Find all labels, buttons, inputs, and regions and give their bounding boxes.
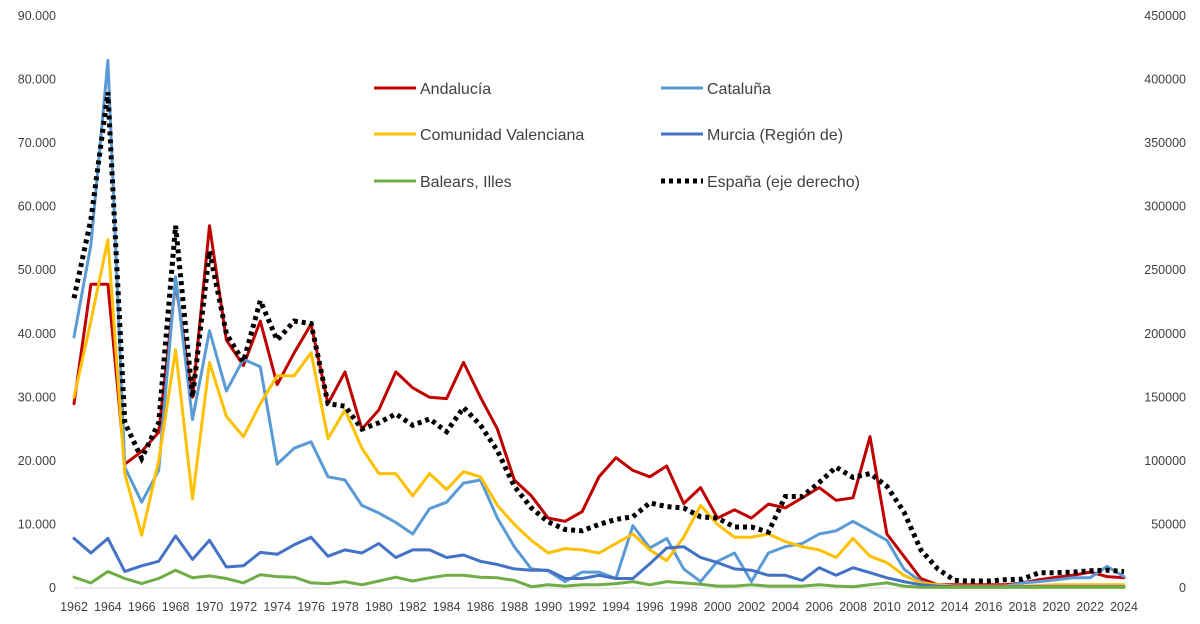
y-right-tick-label: 350000: [1144, 136, 1186, 150]
series-line-5: [71, 91, 1125, 584]
y-left-tick-label: 70.000: [18, 136, 56, 150]
y-right-tick-label: 300000: [1144, 200, 1186, 214]
y-right-tick-label: 150000: [1144, 390, 1186, 404]
x-axis: 1962 1964 1966 1968 1970 1972 1974 1976 1978 1980…: [60, 587, 1138, 614]
y-right-tick-label: 50000: [1151, 517, 1186, 531]
x-tick-label: 2016: [975, 600, 1003, 614]
y-left-tick-label: 60.000: [18, 200, 56, 214]
series-lines: [71, 59, 1126, 589]
y-left-tick-label: 40.000: [18, 327, 56, 341]
x-tick-label: 1998: [670, 600, 698, 614]
y-left-tick-label: 20.000: [18, 454, 56, 468]
series-line-1: [72, 59, 1126, 588]
legend-label: Comunidad Valenciana: [420, 127, 584, 144]
series-line-0: [72, 224, 1126, 587]
x-tick-label: 1994: [602, 600, 630, 614]
y-right-tick-label: 250000: [1144, 263, 1186, 277]
legend-label: España (eje derecho): [707, 174, 860, 191]
x-tick-label: 2024: [1110, 600, 1138, 614]
x-tick-label: 1974: [263, 600, 291, 614]
x-tick-label: 1988: [500, 600, 528, 614]
y-axis-right: 0 50000 100000 150000 200000 250000 300000 3500…: [1144, 9, 1186, 595]
series-line-4: [72, 568, 1126, 589]
y-left-tick-label: 30.000: [18, 390, 56, 404]
x-tick-label: 1982: [399, 600, 427, 614]
y-right-tick-label: 450000: [1144, 9, 1186, 23]
x-tick-label: 2020: [1042, 600, 1070, 614]
x-tick-label: 2006: [805, 600, 833, 614]
legend-label: Balears, Illes: [420, 174, 512, 191]
legend-label: Murcia (Región de): [707, 127, 843, 144]
y-axis-left: 0 10.000 20.000 30.000 40.000 50.000 60.000 70.…: [18, 9, 56, 595]
x-tick-label: 2012: [907, 600, 935, 614]
x-tick-label: 1966: [128, 600, 156, 614]
x-tick-label: 1996: [636, 600, 664, 614]
x-tick-label: 1968: [162, 600, 190, 614]
legend-label: Cataluña: [707, 81, 771, 98]
y-left-tick-label: 50.000: [18, 263, 56, 277]
x-tick-label: 1976: [297, 600, 325, 614]
x-tick-label: 1986: [467, 600, 495, 614]
x-tick-label: 2008: [839, 600, 867, 614]
y-left-tick-label: 10.000: [18, 517, 56, 531]
y-right-tick-label: 400000: [1144, 73, 1186, 87]
x-tick-label: 1980: [365, 600, 393, 614]
legend-label: Andalucía: [420, 81, 491, 98]
x-tick-label: 1962: [60, 600, 88, 614]
x-tick-label: 1970: [196, 600, 224, 614]
legend: Andalucía Cataluña Comunidad Valenciana Mur…: [374, 81, 860, 191]
y-left-tick-label: 90.000: [18, 9, 56, 23]
x-tick-label: 1992: [568, 600, 596, 614]
x-tick-label: 1964: [94, 600, 122, 614]
x-tick-label: 1984: [433, 600, 461, 614]
y-right-tick-label: 200000: [1144, 327, 1186, 341]
x-tick-label: 2018: [1008, 600, 1036, 614]
y-left-tick-label: 80.000: [18, 73, 56, 87]
series-line-2: [72, 238, 1126, 588]
x-tick-label: 2014: [941, 600, 969, 614]
y-left-tick-label: 0: [49, 581, 56, 595]
x-tick-label: 2022: [1076, 600, 1104, 614]
x-tick-label: 2002: [738, 600, 766, 614]
x-tick-label: 1978: [331, 600, 359, 614]
y-right-tick-label: 100000: [1144, 454, 1186, 468]
x-tick-label: 2000: [704, 600, 732, 614]
x-tick-label: 2004: [771, 600, 799, 614]
x-tick-label: 1990: [534, 600, 562, 614]
y-right-tick-label: 0: [1179, 581, 1186, 595]
x-tick-label: 1972: [229, 600, 257, 614]
x-tick-label: 2010: [873, 600, 901, 614]
